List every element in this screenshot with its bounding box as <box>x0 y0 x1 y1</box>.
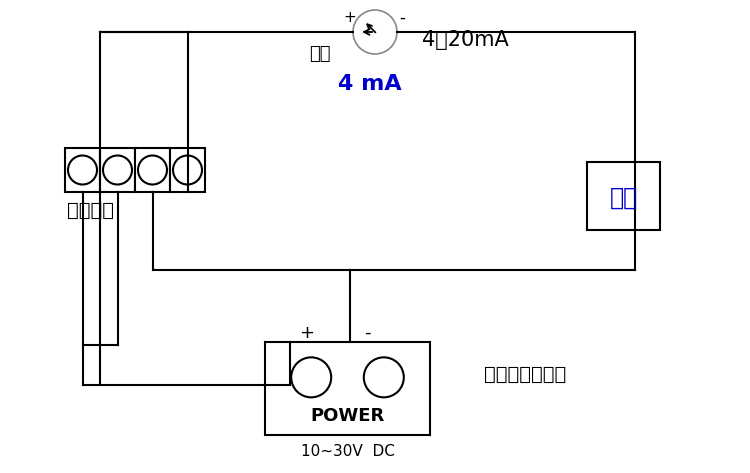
Text: 北风: 北风 <box>609 186 638 210</box>
Bar <box>100 148 135 192</box>
Text: 四线制电流输出: 四线制电流输出 <box>484 365 566 384</box>
Bar <box>170 148 205 192</box>
Text: -: - <box>364 324 370 342</box>
Text: 4 mA: 4 mA <box>338 74 402 94</box>
Bar <box>65 148 100 192</box>
Text: +: + <box>298 324 314 342</box>
Text: 风向: 风向 <box>309 45 331 63</box>
Bar <box>135 148 170 192</box>
Text: -: - <box>399 9 405 27</box>
Text: +: + <box>344 10 356 26</box>
Bar <box>587 162 660 230</box>
Bar <box>265 342 430 435</box>
Text: 棕黑蓝绿: 棕黑蓝绿 <box>67 201 114 219</box>
Text: 4～20mA: 4～20mA <box>422 30 509 50</box>
Text: POWER: POWER <box>310 407 385 425</box>
Text: 10~30V  DC: 10~30V DC <box>301 444 394 458</box>
